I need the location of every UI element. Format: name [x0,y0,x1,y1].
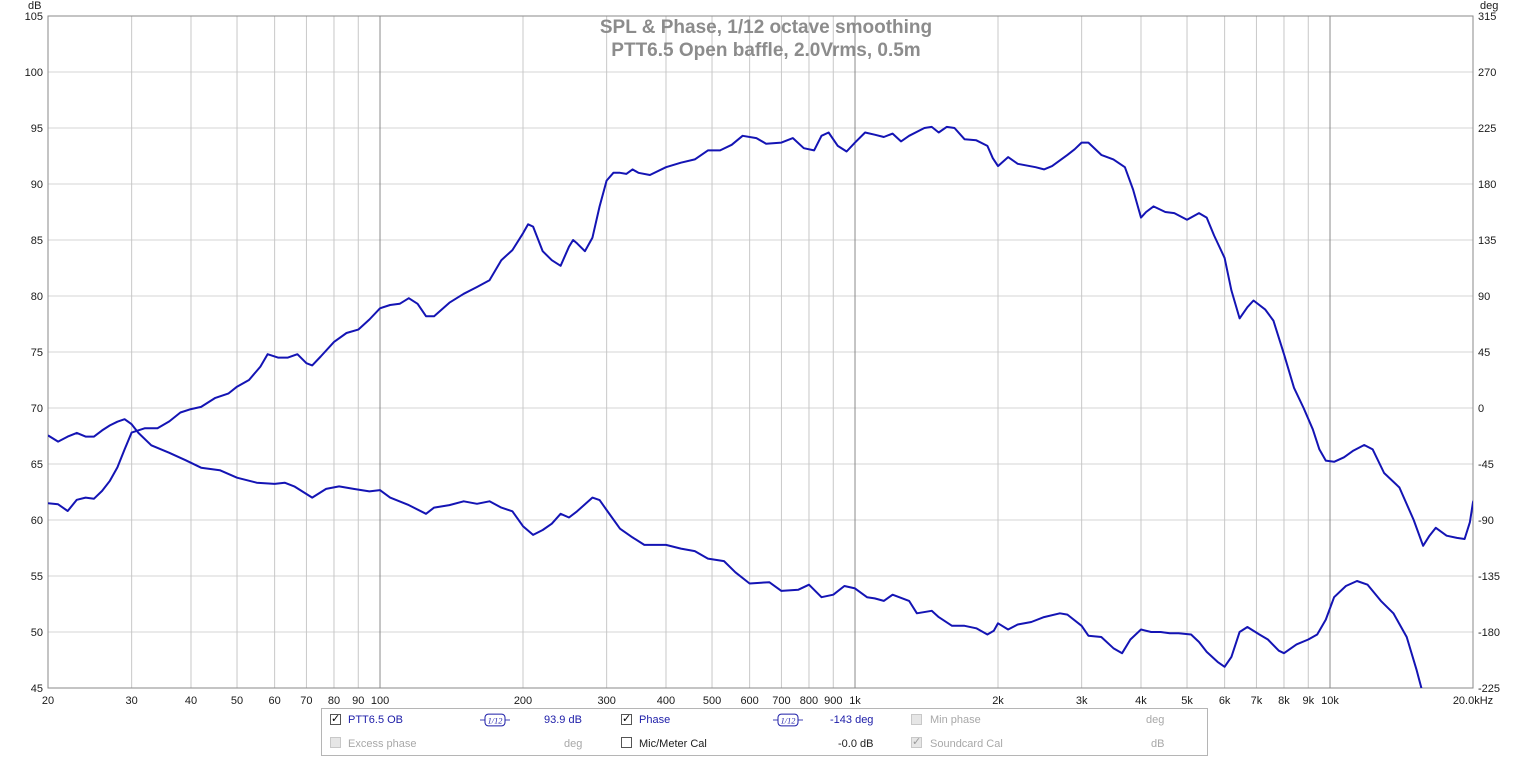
phase-smoothing-label: 1/12 [781,716,796,725]
x-tick-label: 2k [992,695,1004,707]
x-tick-label: 6k [1219,695,1231,707]
x-tick-label: 30 [126,695,138,707]
y-right-tick-label: -45 [1478,459,1494,471]
y-right-tick-label: 315 [1478,11,1496,23]
x-tick-label: 90 [352,695,364,707]
y-left-tick-label: 105 [25,11,43,23]
spl-curve [48,125,1473,547]
y-left-tick-label: 55 [31,571,43,583]
y-left-tick-label: 70 [31,403,43,415]
spl-series-label: PTT6.5 OB [348,714,404,726]
mic-meter-cal-value: -0.0 dB [838,738,874,750]
x-tick-label: 20 [42,695,54,707]
x-tick-label: 300 [597,695,615,707]
x-tick-label: 800 [800,695,818,707]
x-tick-label: 10k [1321,695,1339,707]
x-tick-label: 7k [1251,695,1263,707]
soundcard-cal-unit: dB [1151,738,1165,750]
x-tick-label: 4k [1135,695,1147,707]
x-tick-label: 500 [703,695,721,707]
y-right-tick-label: 0 [1478,403,1484,415]
spl-smoothing-label: 1/12 [488,716,503,725]
min-phase-checkbox[interactable] [911,714,922,725]
min-phase-label: Min phase [930,714,981,726]
chart-grid [47,15,1474,689]
x-tick-label: 700 [772,695,790,707]
y-left-tick-label: 50 [31,627,43,639]
x-tick-label: 100 [371,695,389,707]
chart-series [48,125,1473,688]
phase-series-label: Phase [639,714,671,726]
y-right-tick-label: 135 [1478,235,1496,247]
excess-phase-label: Excess phase [348,738,417,750]
y-left-tick-label: 100 [25,67,43,79]
y-right-tick-label: -180 [1478,627,1500,639]
x-tick-label: 3k [1076,695,1088,707]
y-right-tick-label: -225 [1478,683,1500,695]
mic-meter-cal-checkbox[interactable] [621,737,632,748]
phase-smoothing-icon[interactable]: 1/12 [773,713,803,727]
right-axis-unit: deg [1480,0,1498,12]
plot-frame [47,15,1474,689]
x-tick-label: 600 [740,695,758,707]
soundcard-cal-checkbox[interactable] [911,735,922,748]
excess-phase-checkbox[interactable] [330,737,341,748]
y-right-tick-label: 45 [1478,347,1490,359]
y-left-tick-label: 95 [31,123,43,135]
x-tick-label: 8k [1278,695,1290,707]
y-right-tick-label: 225 [1478,123,1496,135]
excess-phase-unit: deg [564,738,583,750]
left-axis-unit: dB [28,0,41,12]
x-tick-label: 20.0kHz [1453,695,1493,707]
phase-curve [48,418,1423,688]
x-tick-label: 9k [1302,695,1314,707]
y-right-tick-label: -135 [1478,571,1500,583]
y-left-tick-label: 90 [31,179,43,191]
y-left-tick-label: 75 [31,347,43,359]
x-tick-label: 50 [231,695,243,707]
x-tick-label: 400 [657,695,675,707]
x-tick-label: 5k [1181,695,1193,707]
chart-subtitle: PTT6.5 Open baffle, 2.0Vrms, 0.5m [611,40,920,61]
x-tick-label: 40 [185,695,197,707]
y-left-tick-label: 80 [31,291,43,303]
y-left-tick-label: 60 [31,515,43,527]
phase-cursor-value: -143 deg [830,714,874,726]
y-left-tick-label: 85 [31,235,43,247]
spl-visibility-checkbox[interactable] [330,712,341,725]
y-right-tick-label: 180 [1478,179,1496,191]
x-tick-label: 900 [824,695,842,707]
mic-meter-cal-label: Mic/Meter Cal [639,738,707,750]
phase-visibility-checkbox[interactable] [621,712,632,725]
x-tick-label: 200 [514,695,532,707]
x-tick-label: 60 [269,695,281,707]
y-left-tick-label: 65 [31,459,43,471]
legend-panel: PTT6.5 OB 1/12 93.9 dB Phase 1/12 -143 d… [321,708,1208,756]
chart-title: SPL & Phase, 1/12 octave smoothing [600,17,932,38]
y-left-tick-label: 45 [31,683,43,695]
spl-cursor-value: 93.9 dB [544,714,582,726]
y-right-tick-label: 270 [1478,67,1496,79]
soundcard-cal-label: Soundcard Cal [930,738,1003,750]
y-right-tick-label: 90 [1478,291,1490,303]
x-tick-label: 70 [300,695,312,707]
x-tick-label: 80 [328,695,340,707]
x-tick-label: 1k [849,695,861,707]
min-phase-unit: deg [1146,714,1165,726]
y-right-tick-label: -90 [1478,515,1494,527]
spl-smoothing-icon[interactable]: 1/12 [480,713,510,727]
